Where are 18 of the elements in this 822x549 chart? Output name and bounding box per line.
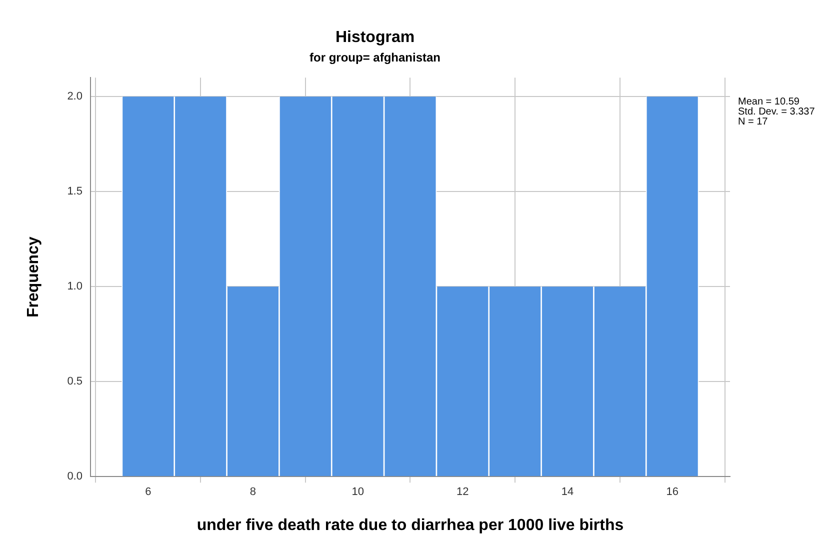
text: Mean = 10.59 [738,96,800,108]
chart-subtitle: for group= afghanistan [309,50,441,65]
x-axis-title: under five death rate due to diarrhea per 1000 live births [196,516,624,534]
x-tick-label: 10 [352,486,364,498]
x-tick-label: 16 [666,486,678,498]
text: N = 17 [738,116,768,128]
y-tick-label: 1.5 [67,186,82,198]
text: Std. Dev. = 3.337 [738,106,816,118]
x-tick-label: 8 [250,486,256,498]
y-axis-title: Frequency [25,236,42,318]
y-tick-label: 0.5 [67,376,82,388]
x-tick-label: 14 [561,486,574,498]
y-tick-label: 2.0 [67,90,82,103]
x-tick-label: 6 [145,486,152,498]
chart-title: Histogram [335,29,415,46]
y-tick-label: 0.0 [67,470,82,483]
x-tick-label: 12 [456,486,469,498]
y-tick-label: 1.0 [67,280,82,293]
